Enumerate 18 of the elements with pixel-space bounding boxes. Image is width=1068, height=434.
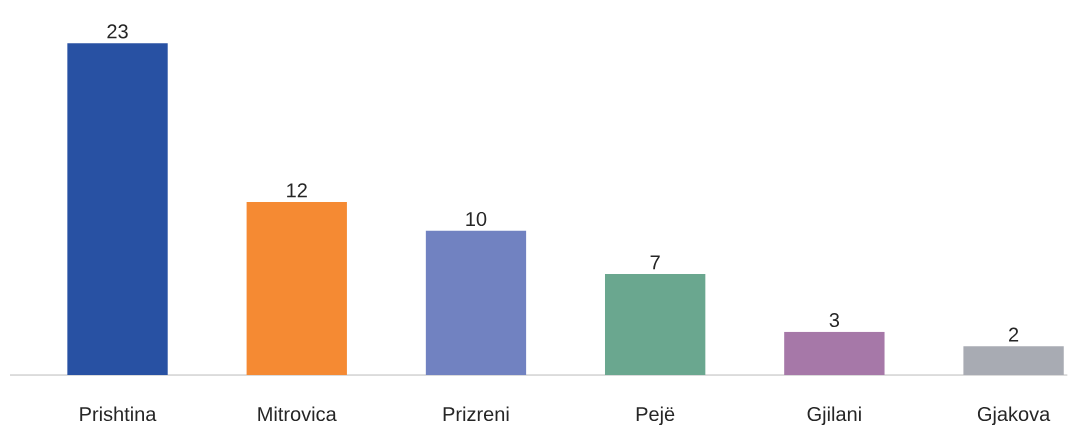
bar <box>963 346 1064 376</box>
bar <box>784 331 885 376</box>
data-label: 2 <box>1009 327 1019 342</box>
x-tick-label: Mitrovica <box>258 406 337 422</box>
x-tick-label: Pejë <box>636 406 675 426</box>
bar <box>425 230 527 376</box>
bar <box>604 274 706 376</box>
bar <box>67 43 168 376</box>
bar <box>246 202 347 376</box>
data-label: 12 <box>287 183 307 198</box>
data-label: 10 <box>466 212 487 227</box>
x-tick-label: Gjakova <box>977 406 1051 426</box>
data-label: 7 <box>650 255 660 270</box>
x-tick-label: Prizreni <box>443 406 509 422</box>
data-label: 3 <box>829 313 840 328</box>
x-tick-label: Prishtina <box>80 406 157 422</box>
data-label: 23 <box>107 24 128 39</box>
x-tick-label: Gjilani <box>807 406 861 426</box>
